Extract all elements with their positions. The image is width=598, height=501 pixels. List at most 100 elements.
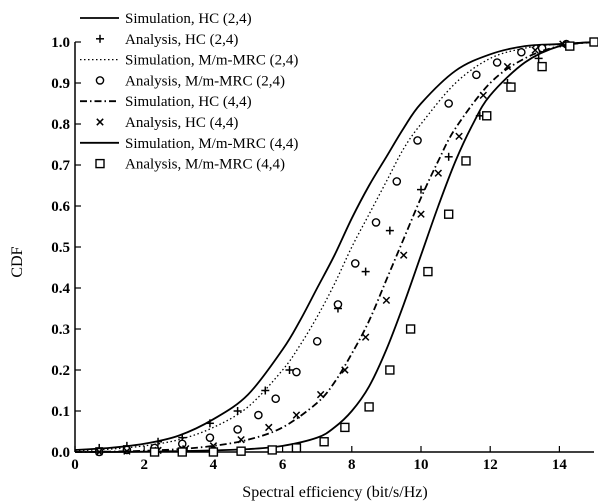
series-7 [74,41,595,453]
x-tick-label: 12 [483,457,498,473]
y-tick-label: 0.7 [51,158,70,174]
x-tick-label: 4 [210,457,218,473]
data-point [154,437,163,446]
y-tick-label: 0.9 [51,76,70,92]
data-point [292,411,301,419]
legend-label: Simulation, HC (2,4) [125,11,252,27]
data-point [292,367,301,377]
legend-label: Analysis, M/m-MRC (2,4) [125,73,285,89]
legend-marker-sample [96,34,104,43]
data-point [417,185,425,194]
data-point [455,132,463,141]
data-point [341,366,349,374]
data-point [205,433,215,442]
data-point [417,210,425,218]
data-point [479,91,488,100]
data-point [461,156,471,166]
legend-label: Analysis, HC (2,4) [125,32,238,48]
legend-label: Simulation, HC (4,4) [125,94,252,110]
y-tick-label: 1.0 [51,35,70,51]
data-point [267,445,277,455]
x-tick-label: 14 [552,457,568,473]
legend-entry: Simulation, HC (2,4) [80,11,252,27]
axes: 0 2 4 6 8 10 12 14 0.0 0.1 0.2 0.3 0.4 0.5 0.6 0.7 0.8 0.… [51,35,594,473]
data-point [237,435,245,444]
data-point [271,394,280,404]
series-layer [74,37,598,457]
data-point [565,41,575,51]
data-point [443,209,454,219]
x-tick-label: 8 [348,457,356,473]
data-point [340,422,350,433]
data-point [482,111,492,121]
legend-marker-sample [95,158,105,169]
data-point [492,58,502,67]
legend-marker-sample [96,118,104,126]
legend-label: Analysis, M/m-MRC (4,4) [125,157,285,173]
data-point [444,152,453,161]
x-tick-label: 10 [414,457,429,473]
data-point [444,99,453,108]
data-point [236,446,246,456]
data-point [399,251,408,259]
data-point [205,419,214,428]
series-6 [95,38,598,456]
legend-label: Analysis, HC (4,4) [125,115,238,131]
y-tick-label: 0.5 [51,240,70,256]
x-axis-title: Spectral efficiency (bit/s/Hz) [242,484,427,501]
data-point [254,410,263,420]
data-point [285,366,294,374]
legend-entry: Simulation, M/m-MRC (4,4) [80,136,298,152]
data-point [537,61,547,72]
y-tick-label: 0.2 [51,363,70,379]
series-3 [74,41,595,452]
data-point [385,226,394,235]
legend-marker-sample [95,76,105,85]
data-point [361,267,370,276]
data-point [149,447,160,457]
data-point [534,54,543,63]
legend-label: Simulation, M/m-MRC (2,4) [125,53,298,69]
x-tick-label: 0 [71,457,79,473]
data-point [423,266,433,277]
data-point [434,169,443,177]
legend-entry: Simulation, M/m-MRC (2,4) [80,53,298,69]
data-point [233,425,242,434]
data-point [589,37,598,47]
legend-entry: Simulation, HC (4,4) [80,94,252,110]
y-tick-label: 0.3 [51,322,70,338]
data-point [316,390,325,399]
data-point [177,447,187,457]
data-point [319,437,329,447]
legend-entry: Analysis, M/m-MRC (4,4) [95,157,285,173]
data-point [506,82,516,92]
data-point [405,324,416,334]
data-point [233,407,242,415]
legend-label: Simulation, M/m-MRC (4,4) [125,136,298,152]
data-point [350,259,360,268]
legend-entry: Analysis, HC (4,4) [96,115,238,131]
legend-entry: Analysis, M/m-MRC (2,4) [95,73,285,89]
x-tick-label: 2 [140,457,148,473]
data-point [333,300,343,309]
data-point [472,70,481,80]
data-point [531,46,539,54]
data-point [371,218,381,227]
series-8 [149,37,598,457]
series-line [74,41,595,452]
legend-entry: Analysis, HC (2,4) [96,32,238,48]
data-point [291,443,302,453]
data-point [503,62,512,71]
data-point [392,177,402,186]
data-point [517,47,526,57]
y-tick-label: 0.0 [51,445,70,461]
data-point [413,136,422,145]
data-point [382,296,391,305]
data-point [265,423,273,432]
y-tick-label: 0.4 [51,281,70,297]
data-point [385,365,395,375]
legend: Simulation, HC (2,4) Analysis, HC (2,4) Si… [80,11,298,173]
data-point [208,447,219,457]
data-point [364,402,374,412]
